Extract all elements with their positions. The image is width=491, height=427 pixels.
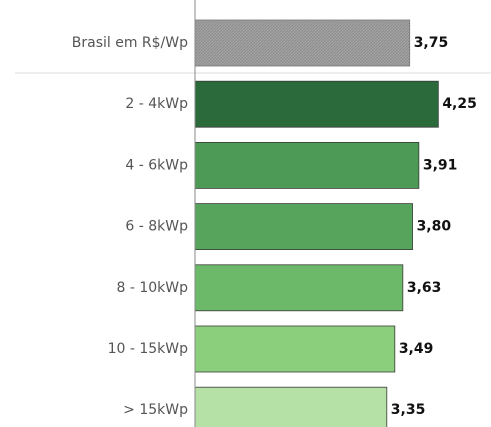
- bar: [194, 264, 404, 312]
- value-label: 3,80: [417, 219, 452, 235]
- bar: [194, 141, 420, 189]
- value-label: 3,35: [391, 402, 426, 418]
- category-label: Brasil em R$/Wp: [72, 35, 188, 51]
- category-label: 8 - 10kWp: [116, 280, 188, 296]
- value-label: 3,63: [407, 280, 442, 296]
- value-label: 3,91: [423, 157, 458, 173]
- category-label: 6 - 8kWp: [125, 219, 188, 235]
- category-label: 2 - 4kWp: [125, 96, 188, 112]
- value-label: 4,25: [442, 96, 477, 112]
- bar: [194, 19, 411, 67]
- category-label: > 15kWp: [123, 402, 188, 418]
- bar: [194, 386, 388, 427]
- category-label: 10 - 15kWp: [108, 341, 189, 357]
- value-label: 3,75: [414, 35, 449, 51]
- bar: [194, 80, 439, 128]
- value-label: 3,49: [399, 341, 434, 357]
- bar: [194, 203, 413, 251]
- category-label: 4 - 6kWp: [125, 157, 188, 173]
- bar: [194, 325, 396, 373]
